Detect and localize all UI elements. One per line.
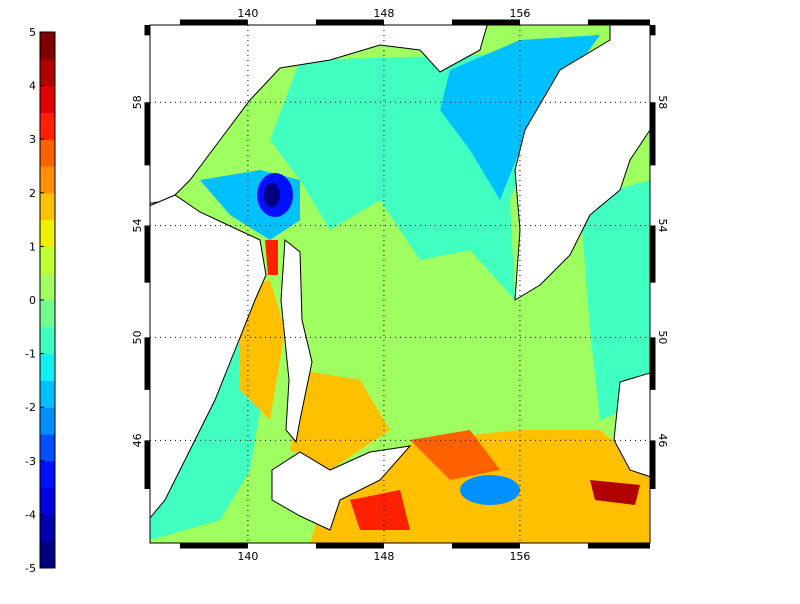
colorbar-level: [40, 514, 55, 542]
y-tick-label: 46: [131, 433, 144, 447]
x-tick-label: 148: [373, 7, 394, 20]
colorbar-level: [40, 380, 55, 408]
x-tick-label: 156: [509, 550, 530, 563]
land: [271, 445, 412, 531]
colorbar-level: [40, 300, 55, 328]
colorbar-level: [40, 246, 55, 274]
y-tick-label: 50: [131, 330, 144, 344]
field-red: [350, 490, 410, 530]
colorbar: -5 -4 -3 -2 -1 0 1 2 3 4 5: [25, 26, 56, 575]
field-cyan: [150, 300, 265, 540]
land: [514, 25, 650, 301]
field-red: [590, 480, 640, 505]
land: [280, 239, 313, 444]
x-tick-label: 156: [509, 7, 530, 20]
colorbar-tick-label: 3: [29, 133, 36, 146]
land: [613, 372, 650, 478]
colorbar-level: [40, 32, 55, 60]
colorbar-level: [40, 112, 55, 140]
colorbar-tick-label: 1: [29, 240, 36, 253]
y-tick-label: 50: [656, 330, 669, 344]
colorbar-level: [40, 434, 55, 462]
map-frame: [149, 24, 651, 544]
y-tick-label: 58: [656, 95, 669, 109]
field-red: [265, 240, 278, 275]
y-tick-label: 46: [656, 433, 669, 447]
colorbar-level: [40, 139, 55, 167]
field-red: [410, 430, 500, 480]
field-orange: [290, 370, 390, 470]
x-tick-label: 140: [237, 7, 258, 20]
colorbar-tick-label: 2: [29, 187, 36, 200]
colorbar-level: [40, 460, 55, 489]
colorbar-tick-label: -4: [25, 508, 36, 521]
land: [150, 194, 267, 519]
colorbar-level: [40, 273, 55, 301]
colorbar-level: [40, 541, 55, 569]
colorbar-level: [40, 192, 55, 221]
colorbar-tick-label: -2: [25, 401, 36, 414]
colorbar-tick-label: -5: [25, 562, 36, 575]
colorbar-tick-label: 5: [29, 26, 36, 39]
field-dark: [264, 183, 280, 207]
colorbar-tick-label: -1: [25, 348, 36, 361]
colorbar-level: [40, 166, 55, 194]
x-tick-label: 140: [237, 550, 258, 563]
y-tick-label: 54: [656, 218, 669, 232]
colorbar-tick-label: -3: [25, 455, 36, 468]
colorbar-level: [40, 58, 55, 87]
colorbar-level: [40, 407, 55, 435]
colorbar-tick-label: 0: [29, 294, 36, 307]
map-field: [150, 25, 650, 543]
colorbar-tick-label: 4: [29, 80, 36, 93]
colorbar-level: [40, 85, 55, 113]
colorbar-level: [40, 219, 55, 247]
colorbar-level: [40, 487, 55, 515]
field-orange: [240, 280, 285, 420]
map-axes: 140 140 148 148 156 156 46 46 50 50 54 54 58 58: [131, 7, 669, 563]
field-cyan: [580, 180, 650, 420]
x-tick-label: 148: [373, 550, 394, 563]
colorbar-level: [40, 353, 55, 381]
colorbar-level: [40, 326, 55, 355]
y-tick-label: 54: [131, 218, 144, 232]
y-tick-label: 58: [131, 95, 144, 109]
field-blue: [460, 475, 520, 505]
